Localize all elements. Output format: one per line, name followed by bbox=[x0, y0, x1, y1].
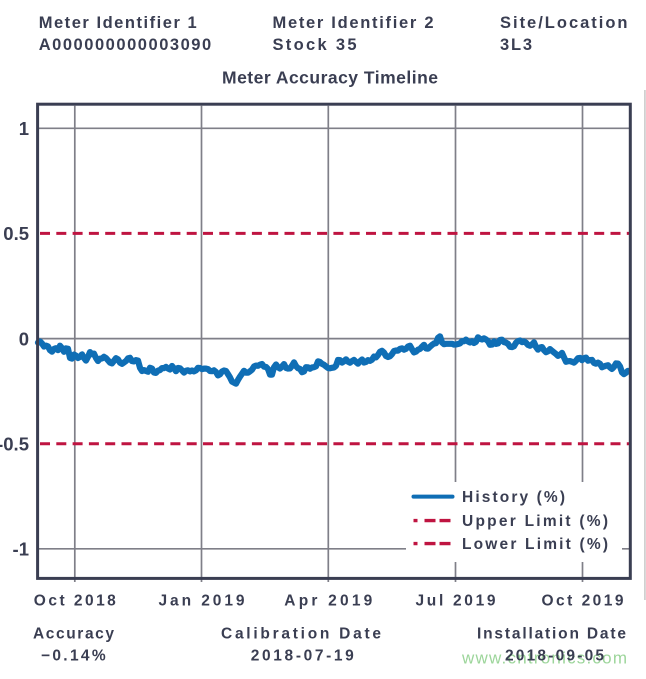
svg-text:1: 1 bbox=[19, 118, 29, 139]
svg-text:-1: -1 bbox=[13, 539, 29, 560]
svg-text:Accuracy: Accuracy bbox=[33, 626, 114, 643]
svg-text:0.5: 0.5 bbox=[3, 223, 29, 244]
svg-text:www.cntronics.com: www.cntronics.com bbox=[461, 649, 627, 668]
svg-text:-0.5: -0.5 bbox=[0, 433, 29, 454]
svg-text:Meter Accuracy Timeline: Meter Accuracy Timeline bbox=[222, 68, 438, 88]
svg-text:A000000000003090: A000000000003090 bbox=[39, 36, 212, 54]
svg-text:Meter Identifier 1: Meter Identifier 1 bbox=[39, 14, 197, 32]
svg-text:Meter Identifier 2: Meter Identifier 2 bbox=[273, 14, 434, 32]
svg-text:Calibration Date: Calibration Date bbox=[221, 626, 381, 643]
svg-text:0: 0 bbox=[19, 328, 29, 349]
svg-text:Installation Date: Installation Date bbox=[477, 626, 626, 643]
svg-text:Jan 2019: Jan 2019 bbox=[159, 593, 245, 610]
svg-text:2018-09-05: 2018-09-05 bbox=[505, 648, 604, 665]
svg-text:Stock 35: Stock 35 bbox=[273, 36, 357, 54]
svg-text:3L3: 3L3 bbox=[500, 36, 532, 54]
svg-text:Site/Location: Site/Location bbox=[500, 14, 628, 32]
svg-text:History (%): History (%) bbox=[462, 489, 565, 506]
svg-text:Jul 2019: Jul 2019 bbox=[416, 593, 496, 610]
svg-text:Oct 2018: Oct 2018 bbox=[34, 593, 116, 610]
svg-text:Oct 2019: Oct 2019 bbox=[542, 593, 624, 610]
